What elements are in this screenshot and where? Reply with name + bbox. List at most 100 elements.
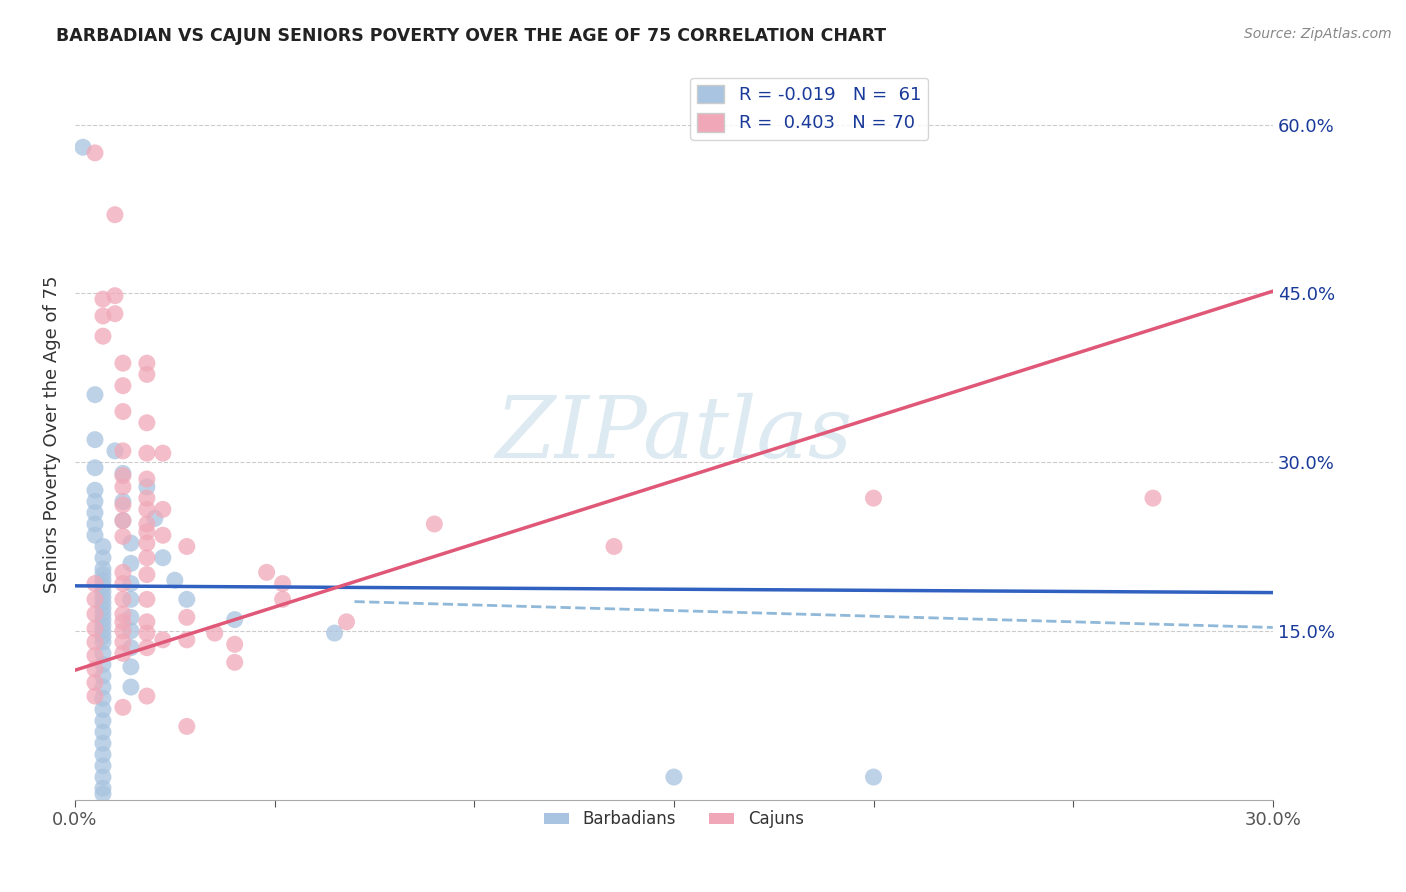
Point [111,514,134,528]
Point [84,494,107,508]
Point [135,480,157,494]
Point [152,632,174,647]
Point [91,590,114,604]
Point [135,626,157,640]
Point [91,624,114,638]
Point [91,618,114,632]
Point [84,576,107,591]
Point [91,770,114,784]
Text: ZIPatlas: ZIPatlas [495,392,852,475]
Point [91,309,114,323]
Point [662,770,685,784]
Point [111,566,134,580]
Point [120,592,142,607]
Point [91,736,114,750]
Point [111,514,134,528]
Point [135,516,157,531]
Point [135,491,157,505]
Point [91,540,114,554]
Point [271,576,294,591]
Text: Source: ZipAtlas.com: Source: ZipAtlas.com [1244,27,1392,41]
Y-axis label: Seniors Poverty Over the Age of 75: Seniors Poverty Over the Age of 75 [44,276,60,593]
Point [84,635,107,649]
Point [72,140,94,154]
Point [120,680,142,694]
Legend: Barbadians, Cajuns: Barbadians, Cajuns [537,804,810,835]
Point [135,524,157,539]
Point [271,592,294,607]
Point [135,472,157,486]
Point [84,516,107,531]
Point [91,596,114,610]
Point [120,610,142,624]
Point [84,592,107,607]
Point [111,529,134,543]
Point [1142,491,1164,505]
Point [120,557,142,571]
Point [135,615,157,629]
Point [91,567,114,582]
Point [111,592,134,607]
Point [120,536,142,550]
Point [91,702,114,716]
Point [91,573,114,587]
Point [111,576,134,591]
Point [135,502,157,516]
Point [91,579,114,593]
Point [176,592,198,607]
Point [862,770,884,784]
Point [152,550,174,565]
Point [84,648,107,663]
Point [111,498,134,512]
Point [91,635,114,649]
Point [256,566,278,580]
Point [423,516,446,531]
Point [135,368,157,382]
Point [152,528,174,542]
Point [111,467,134,481]
Point [91,646,114,660]
Point [84,460,107,475]
Point [91,714,114,728]
Point [176,719,198,733]
Point [91,725,114,739]
Point [91,787,114,801]
Point [111,635,134,649]
Point [84,483,107,498]
Point [135,640,157,655]
Point [84,689,107,703]
Point [224,656,246,670]
Point [84,662,107,676]
Point [91,607,114,621]
Point [91,292,114,306]
Point [84,622,107,636]
Point [135,446,157,460]
Point [111,378,134,392]
Point [224,637,246,651]
Point [104,307,127,321]
Point [91,584,114,599]
Point [120,660,142,674]
Point [135,416,157,430]
Point [862,491,884,505]
Point [111,607,134,621]
Point [91,329,114,343]
Point [104,208,127,222]
Point [111,700,134,714]
Point [111,356,134,370]
Point [120,576,142,591]
Point [84,506,107,520]
Point [91,759,114,773]
Point [120,624,142,638]
Point [84,145,107,160]
Point [84,607,107,621]
Point [603,540,626,554]
Point [111,404,134,418]
Point [104,288,127,302]
Point [91,550,114,565]
Point [176,632,198,647]
Point [91,680,114,694]
Point [335,615,357,629]
Point [91,669,114,683]
Point [176,540,198,554]
